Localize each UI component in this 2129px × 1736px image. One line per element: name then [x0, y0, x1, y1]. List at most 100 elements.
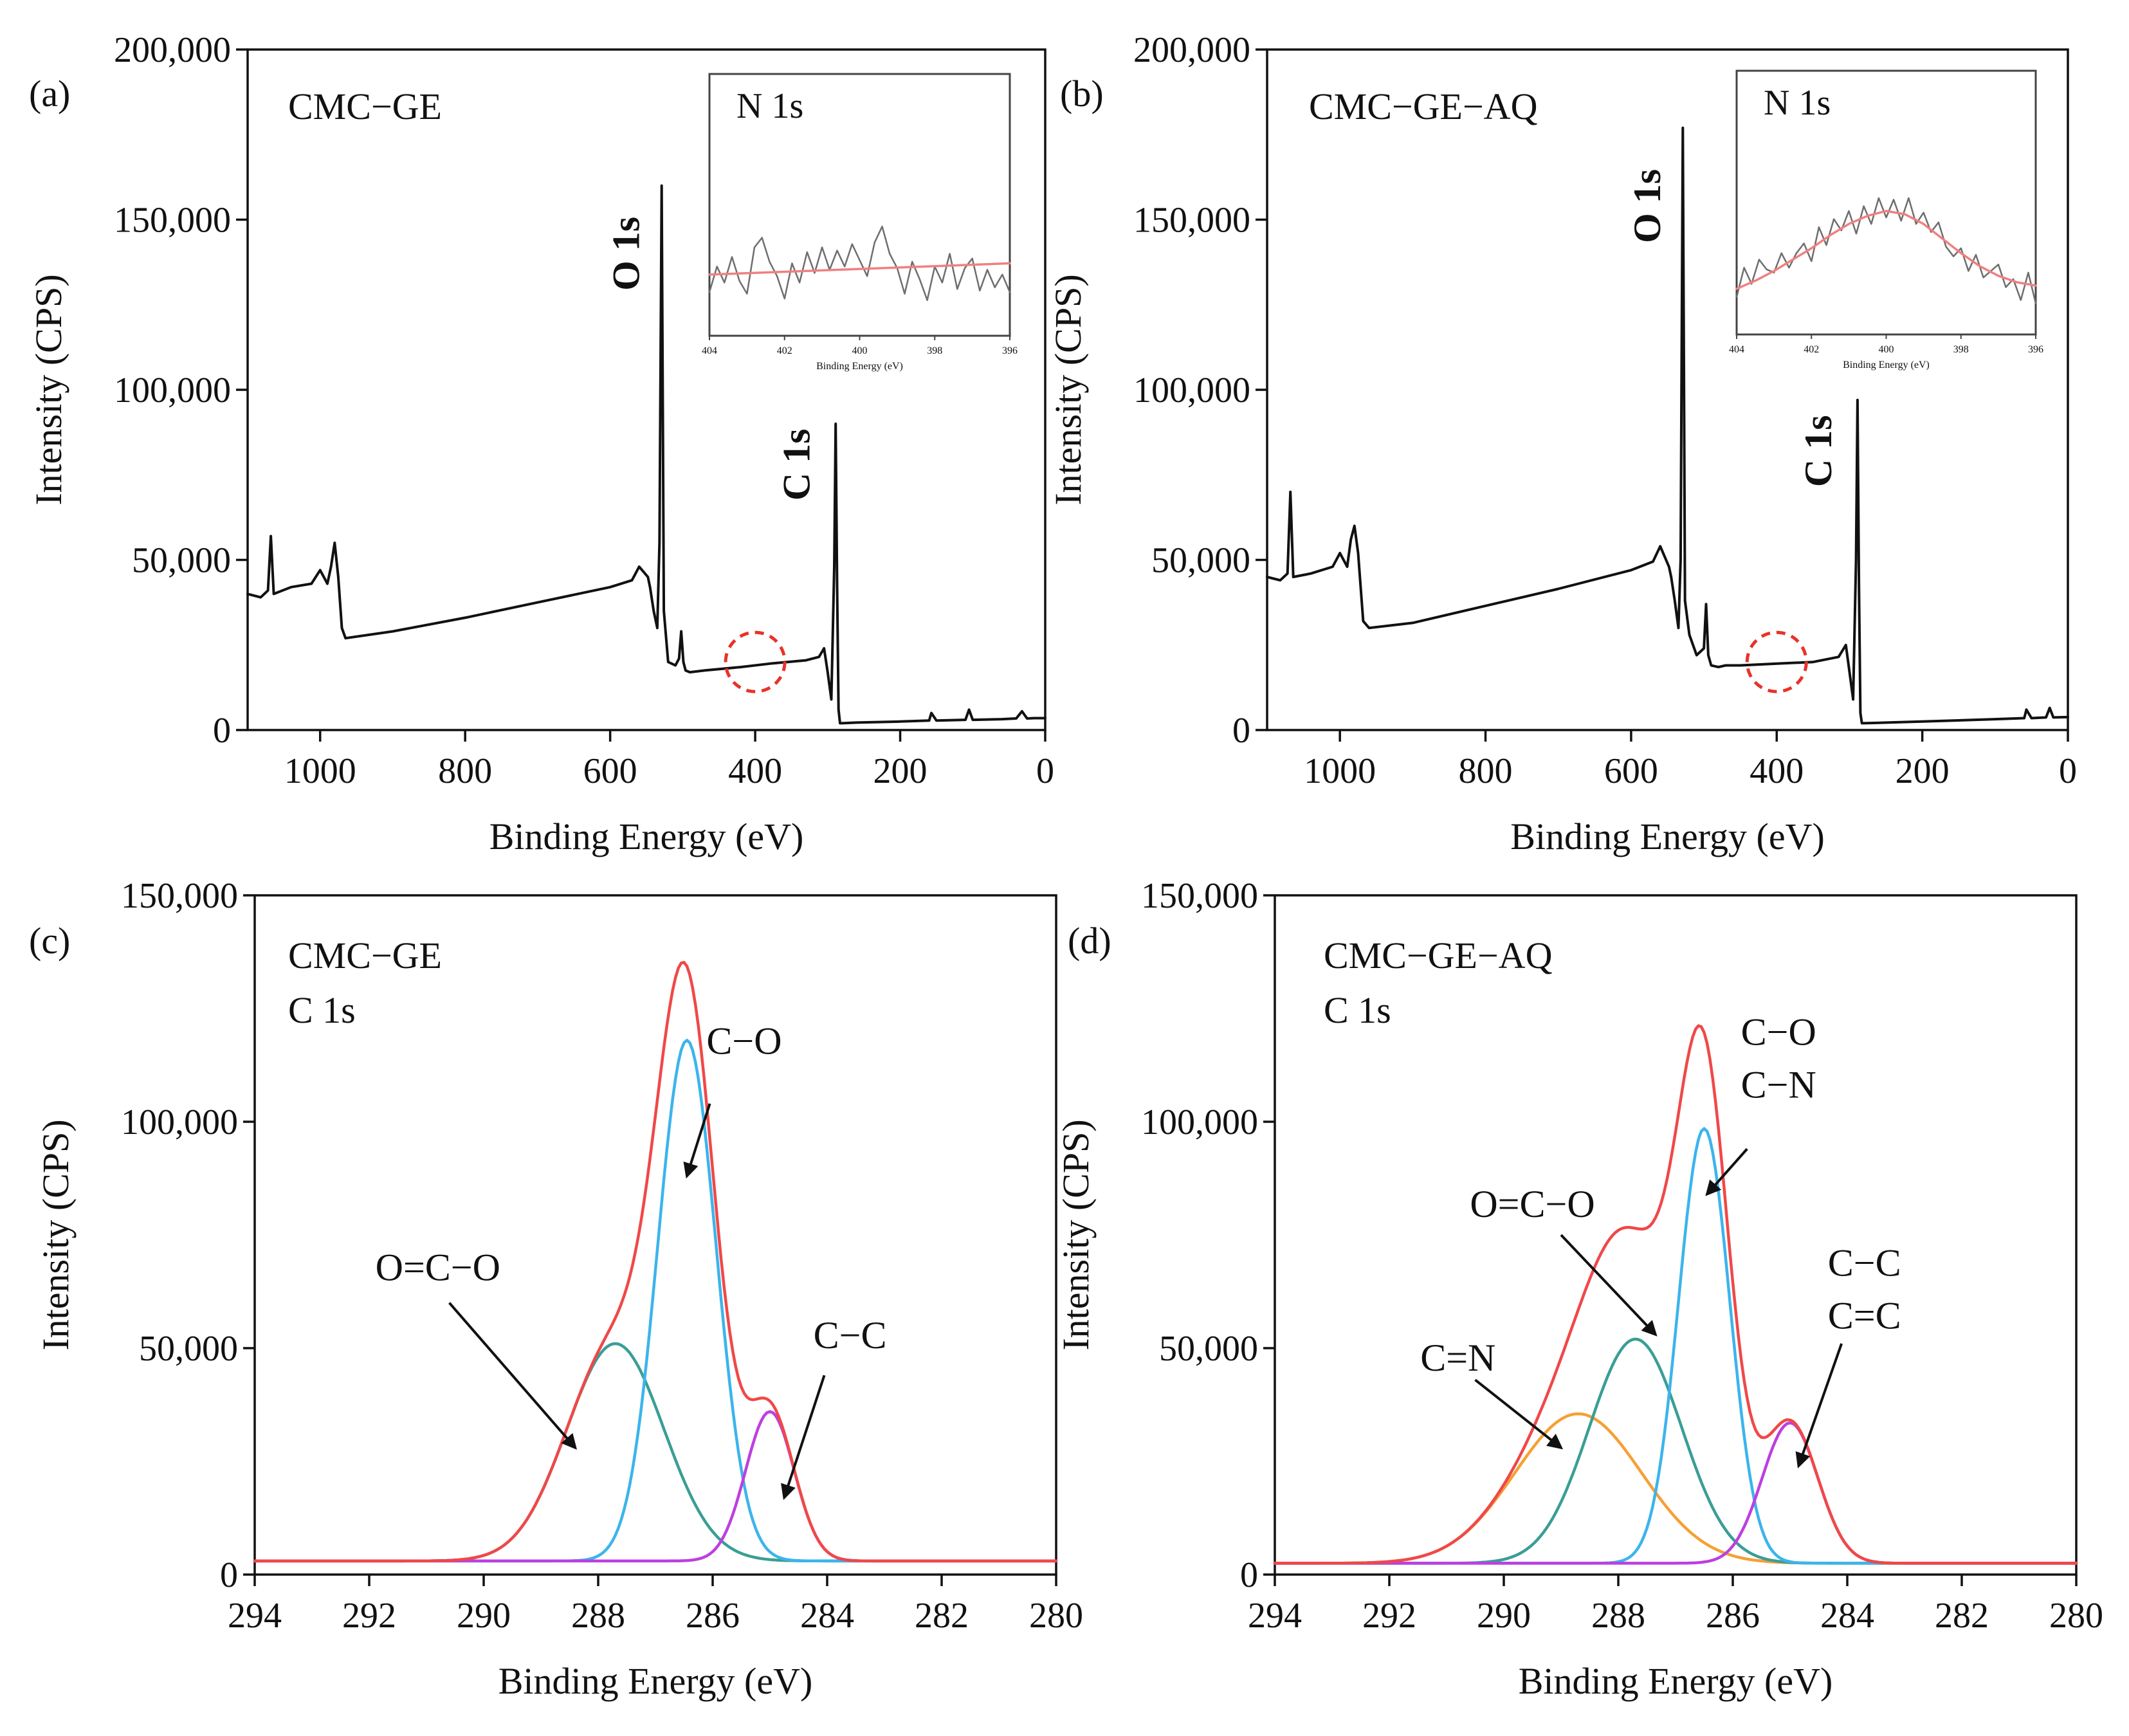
- x-axis-title: Binding Energy (eV): [1510, 816, 1825, 857]
- x-tick-label: 800: [1459, 751, 1513, 791]
- y-tick-label: 150,000: [1141, 876, 1258, 916]
- inset-title: N 1s: [736, 86, 803, 126]
- inset-x-tick-label: 400: [1879, 344, 1894, 355]
- panel-a: 1000 800 600 400 200 0 0 50,000 100,000 150,000 20…: [28, 30, 1054, 857]
- inset-fit-line: [708, 262, 1011, 276]
- x-tick-label: 1000: [284, 751, 356, 791]
- component-label: O=C−O: [1470, 1183, 1594, 1225]
- peak-label: C 1s: [776, 429, 818, 501]
- inset-x-tick-label: 402: [1804, 344, 1819, 355]
- y-tick-label: 50,000: [139, 1329, 238, 1369]
- x-tick-label: 290: [1477, 1596, 1531, 1636]
- component-arrow: [1560, 1234, 1658, 1337]
- x-tick-label: 290: [457, 1596, 511, 1636]
- y-tick-label: 0: [1240, 1555, 1258, 1595]
- inset-x-tick-label: 404: [1729, 344, 1744, 355]
- y-tick-label: 0: [213, 711, 231, 751]
- x-tick-label: 292: [342, 1596, 396, 1636]
- y-tick-label: 0: [220, 1555, 238, 1595]
- x-axis-title: Binding Energy (eV): [489, 816, 804, 857]
- inset-x-tick-label: 398: [927, 345, 942, 356]
- envelope-line: [1273, 1024, 2078, 1565]
- y-axis-title: Intensity (CPS): [1047, 274, 1089, 505]
- y-tick-label: 150,000: [1133, 201, 1250, 241]
- x-tick-label: 600: [1604, 751, 1658, 791]
- y-tick-label: 200,000: [114, 30, 231, 70]
- panel-d: 294 292 290 288 286 284 282 280 0 50,000 100,000 15…: [1055, 876, 2103, 1702]
- component-line: [1273, 1127, 2078, 1565]
- y-axis-title: Intensity (CPS): [35, 1119, 77, 1350]
- sample-sublabel: C 1s: [288, 989, 356, 1031]
- component-arrow: [1474, 1378, 1564, 1450]
- peak-label: O 1s: [1626, 169, 1668, 243]
- panel-b: 1000 800 600 400 200 0 0 50,000 100,000 150,000 20…: [1047, 30, 2077, 857]
- inset-x-tick-label: 398: [1953, 344, 1969, 355]
- component-arrow: [781, 1375, 826, 1501]
- panel-label: (d): [1068, 920, 1111, 962]
- x-tick-label: 288: [571, 1596, 625, 1636]
- inset-x-axis-title: Binding Energy (eV): [1843, 360, 1930, 370]
- peak-label: O 1s: [605, 217, 648, 291]
- sample-sublabel: C 1s: [1324, 989, 1391, 1031]
- x-tick-label: 286: [1706, 1596, 1760, 1636]
- x-tick-label: 600: [583, 751, 637, 791]
- x-tick-label: 286: [686, 1596, 740, 1636]
- y-tick-label: 100,000: [121, 1102, 238, 1142]
- panel-label: (c): [29, 920, 70, 962]
- survey-spectrum-line: [246, 184, 1046, 725]
- panel-label: (b): [1060, 73, 1104, 114]
- sample-label: CMC−GE−AQ: [1309, 86, 1537, 127]
- n1s-region-circle: [724, 630, 787, 693]
- y-tick-label: 100,000: [1141, 1102, 1258, 1142]
- component-line: [253, 1342, 1058, 1563]
- x-tick-label: 200: [873, 751, 927, 791]
- component-label: C−O: [1741, 1010, 1816, 1053]
- x-tick-label: 400: [728, 751, 782, 791]
- x-tick-label: 280: [1029, 1596, 1083, 1636]
- x-tick-label: 400: [1750, 751, 1804, 791]
- x-tick-label: 282: [1935, 1596, 1989, 1636]
- inset-x-tick-label: 402: [777, 345, 792, 356]
- envelope-line: [253, 960, 1058, 1563]
- x-tick-label: 0: [2059, 751, 2077, 791]
- x-tick-label: 294: [228, 1596, 282, 1636]
- plot-frame: [253, 894, 1057, 1576]
- x-tick-label: 280: [2049, 1596, 2103, 1636]
- inset-data-line: [708, 225, 1011, 301]
- panel-label: (a): [29, 73, 70, 114]
- sample-label: CMC−GE−AQ: [1324, 935, 1552, 976]
- y-axis-title: Intensity (CPS): [28, 274, 69, 505]
- sample-label: CMC−GE: [288, 86, 442, 127]
- component-arrow: [1795, 1343, 1843, 1468]
- component-label: C−C: [1828, 1241, 1901, 1284]
- survey-spectrum-line: [1266, 126, 2069, 725]
- inset-x-tick-label: 396: [1002, 345, 1018, 356]
- inset-x-tick-label: 400: [852, 345, 868, 356]
- component-line: [1273, 1421, 2078, 1565]
- inset-fit-line: [1735, 210, 2037, 290]
- n1s-region-circle: [1745, 630, 1808, 693]
- peak-label: C 1s: [1797, 415, 1840, 487]
- component-arrow: [683, 1103, 711, 1179]
- component-arrow: [1705, 1147, 1748, 1196]
- x-axis-title: Binding Energy (eV): [1519, 1660, 1833, 1702]
- y-axis-title: Intensity (CPS): [1055, 1119, 1097, 1350]
- inset-title: N 1s: [1764, 83, 1831, 123]
- x-tick-label: 1000: [1304, 751, 1376, 791]
- inset-frame: [708, 73, 1011, 337]
- component-line: [1273, 1412, 2078, 1565]
- y-tick-label: 0: [1232, 711, 1250, 751]
- component-arrow: [448, 1302, 578, 1450]
- component-label: C−C: [814, 1314, 887, 1357]
- x-tick-label: 0: [1036, 751, 1054, 791]
- y-tick-label: 150,000: [121, 876, 238, 916]
- plot-frame: [1274, 894, 2078, 1576]
- y-tick-label: 50,000: [1151, 541, 1250, 581]
- y-tick-label: 50,000: [132, 541, 231, 581]
- inset-x-tick-label: 404: [702, 345, 717, 356]
- inset-x-tick-label: 396: [2028, 344, 2043, 355]
- component-label: C=N: [1420, 1337, 1495, 1379]
- x-tick-label: 284: [800, 1596, 854, 1636]
- component-line: [1273, 1337, 2078, 1565]
